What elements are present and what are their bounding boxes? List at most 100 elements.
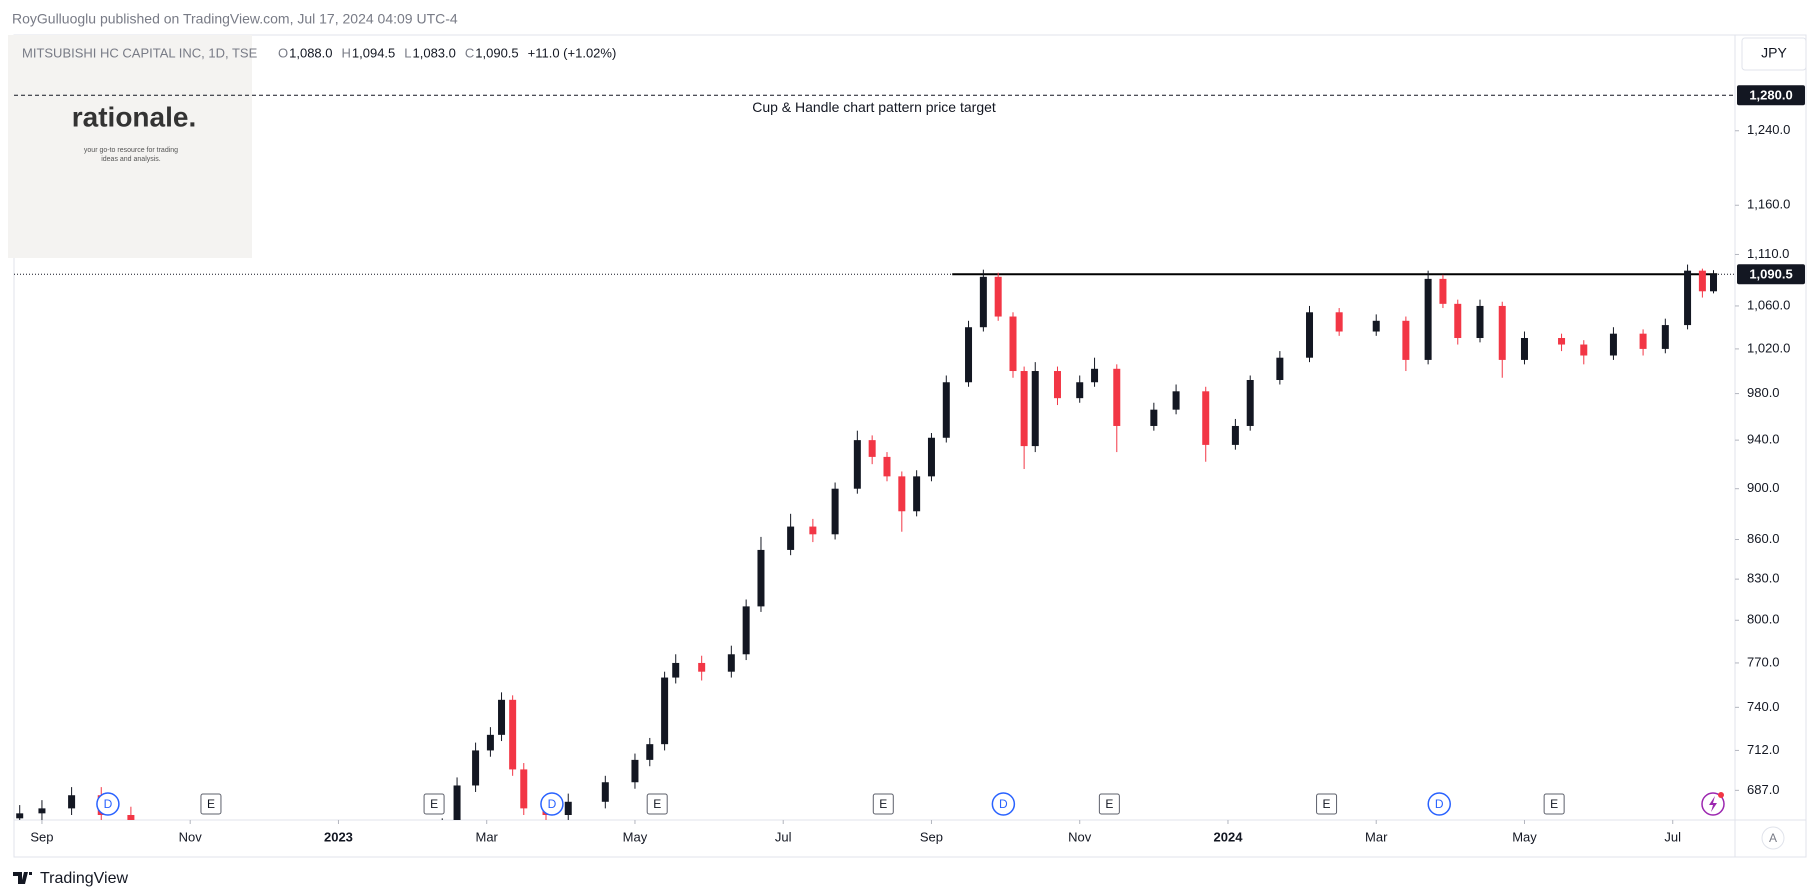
candle-body: [787, 526, 795, 550]
candle-body: [1439, 278, 1447, 304]
candle-body: [261, 869, 268, 887]
candle-body: [1246, 379, 1254, 426]
earnings-marker: [1098, 793, 1120, 815]
candle-body: [1684, 270, 1692, 326]
auto-scale-button[interactable]: [1761, 826, 1785, 850]
candle-body: [631, 759, 639, 783]
ohlc-value: 1,090.5: [475, 45, 518, 60]
change: +11.0 (+1.02%): [528, 45, 617, 60]
candle-body: [1231, 425, 1239, 445]
x-tick-label: 2023: [324, 829, 353, 844]
currency-button[interactable]: [1741, 37, 1807, 71]
candle-body: [913, 476, 921, 512]
event-label: E: [653, 797, 661, 811]
earnings-marker: [872, 793, 894, 815]
dividend-marker: [96, 792, 120, 816]
y-tick-label: 800.0: [1747, 612, 1780, 627]
currency[interactable]: JPY: [1761, 45, 1787, 61]
candle-body: [1520, 338, 1528, 360]
y-tick-label: 830.0: [1747, 571, 1780, 586]
y-tick-label: 712.0: [1747, 742, 1780, 757]
candle-body: [1609, 333, 1617, 356]
candle-body: [1661, 325, 1669, 349]
candle-body: [601, 782, 609, 802]
plot: [14, 94, 1735, 895]
ohlc-value: 1,094.5: [352, 45, 395, 60]
x-tick-label: Mar: [1365, 829, 1388, 844]
candle-body: [1091, 368, 1099, 383]
candle-body: [1710, 274, 1718, 292]
candle-body: [1020, 371, 1028, 447]
y-tick-label: 1,060.0: [1747, 297, 1790, 312]
price-box: [1737, 85, 1805, 106]
candle-body: [1150, 409, 1158, 426]
earnings-marker: [1316, 793, 1338, 815]
dividend-marker: [1427, 792, 1451, 816]
logo-tagline: ideas and analysis.: [101, 156, 161, 163]
chart-frame: [13, 34, 1807, 858]
x-tick-label: Sep: [30, 829, 53, 844]
candle-body: [1335, 312, 1343, 332]
candle-body: [809, 526, 817, 535]
candle-body: [1053, 371, 1061, 399]
candle-body: [1076, 382, 1084, 399]
event-label: E: [430, 797, 438, 811]
candle-body: [1276, 357, 1284, 380]
candle-body: [979, 276, 987, 328]
x-tick-label: May: [1512, 829, 1537, 844]
candle-body: [409, 869, 416, 895]
x-tick-label: May: [623, 829, 648, 844]
candle-body: [1558, 338, 1566, 345]
legend: MITSUBISHI HC CAPITAL INC, 1D, TSE O 1,08…: [22, 45, 616, 60]
y-tick-label: 940.0: [1747, 432, 1780, 447]
candle-body: [1476, 305, 1484, 339]
candle-body: [472, 750, 480, 786]
x-tick-label: 2024: [1214, 829, 1244, 844]
candle-body: [742, 606, 750, 655]
candle-body: [994, 276, 1002, 317]
x-tick-label: Nov: [179, 829, 203, 844]
y-tick-label: 687.0: [1747, 782, 1780, 797]
logo-box: [8, 35, 252, 258]
price-box-label: 1,280.0: [1749, 88, 1792, 103]
event-label: D: [548, 797, 557, 811]
candle-body: [1031, 371, 1039, 447]
y-tick-label: 1,020.0: [1747, 340, 1790, 355]
x-tick-label: Jul: [775, 829, 792, 844]
candle-body: [564, 801, 572, 816]
candle-body: [1202, 391, 1210, 445]
ohlc-prefix: O: [278, 45, 288, 60]
event-label: E: [1323, 797, 1331, 811]
y-tick-label: 900.0: [1747, 480, 1780, 495]
event-label: D: [104, 797, 113, 811]
candle-body: [1113, 368, 1121, 426]
y-tick-label: 1,110.0: [1747, 246, 1789, 261]
candle-body: [1498, 305, 1506, 360]
candle-body: [1372, 320, 1380, 332]
auto-scale-label[interactable]: A: [1769, 831, 1777, 845]
event-label: E: [1550, 797, 1558, 811]
candle-body: [498, 699, 506, 735]
x-tick-label: Jul: [1664, 829, 1681, 844]
x-tick-label: Mar: [476, 829, 499, 844]
candle-body: [661, 677, 669, 745]
y-tick-label: 860.0: [1747, 531, 1780, 546]
tradingview-logo: [13, 872, 32, 884]
candle-body: [868, 440, 876, 457]
dividend-marker: [991, 792, 1016, 816]
candle-body: [1454, 303, 1462, 339]
y-tick-label: 770.0: [1747, 654, 1780, 669]
candle-body: [16, 813, 24, 819]
candle-body: [1172, 391, 1180, 410]
candle-body: [1009, 316, 1017, 372]
price-box-label: 1,090.5: [1749, 267, 1792, 282]
symbol: MITSUBISHI HC CAPITAL INC, 1D, TSE: [22, 45, 258, 60]
candle-body: [942, 382, 950, 438]
candle-body: [853, 440, 861, 489]
candle-body: [927, 437, 935, 477]
candle-body: [883, 456, 891, 477]
earnings-marker: [1543, 793, 1565, 815]
ohlc-value: 1,088.0: [289, 45, 332, 60]
